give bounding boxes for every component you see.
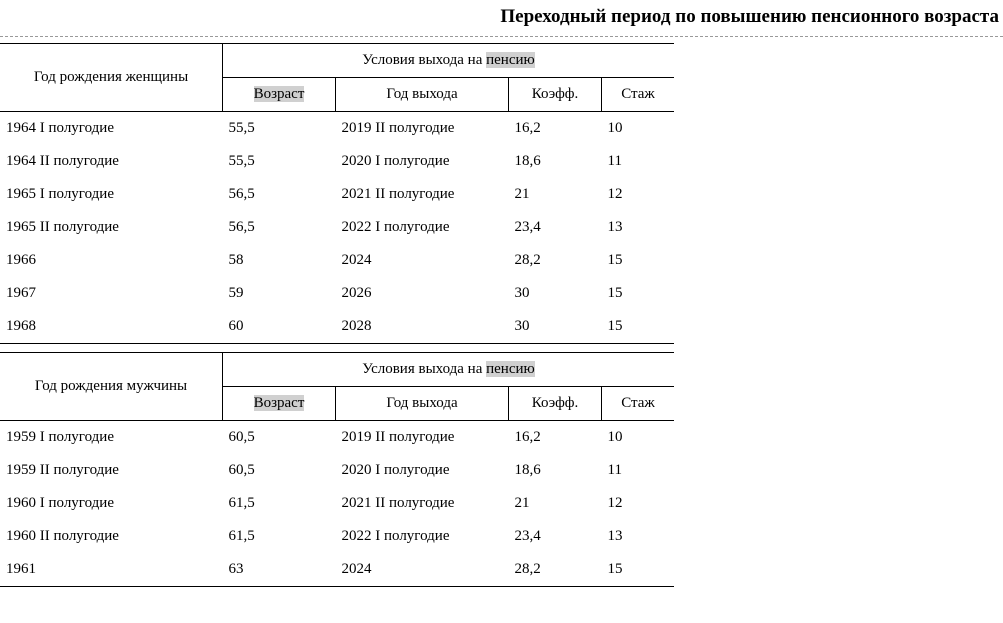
cell-age: 61,5 [223,520,336,553]
cell-birth: 1964 II полугодие [0,145,223,178]
th-year-men: Год выхода [336,387,509,421]
table-row: 1959 II полугодие60,52020 I полугодие18,… [0,454,674,487]
table-women: Год рождения женщины Условия выхода на п… [0,43,674,344]
th-birth-men: Год рождения мужчины [0,353,223,421]
cell-coef: 23,4 [509,211,602,244]
cell-stage: 13 [602,211,675,244]
table-row: 1960 II полугодие61,52022 I полугодие23,… [0,520,674,553]
th-conditions-prefix: Условия выхода на [362,52,486,68]
cell-year: 2019 II полугодие [336,112,509,146]
cell-year: 2020 I полугодие [336,454,509,487]
cell-age: 55,5 [223,112,336,146]
cell-birth: 1961 [0,553,223,587]
cell-stage: 12 [602,487,675,520]
cell-birth: 1966 [0,244,223,277]
cell-year: 2028 [336,310,509,344]
cell-birth: 1965 I полугодие [0,178,223,211]
cell-coef: 18,6 [509,145,602,178]
table-row: 196658202428,215 [0,244,674,277]
cell-stage: 11 [602,145,675,178]
cell-age: 63 [223,553,336,587]
cell-birth: 1968 [0,310,223,344]
table-row: 1964 II полугодие55,52020 I полугодие18,… [0,145,674,178]
cell-age: 56,5 [223,211,336,244]
cell-birth: 1960 I полугодие [0,487,223,520]
cell-age: 61,5 [223,487,336,520]
cell-year: 2021 II полугодие [336,487,509,520]
cell-age: 55,5 [223,145,336,178]
highlight-pension: пенсию [486,52,535,68]
highlight-age: Возраст [254,395,305,411]
cell-year: 2022 I полугодие [336,211,509,244]
cell-age: 56,5 [223,178,336,211]
cell-coef: 23,4 [509,520,602,553]
cell-coef: 28,2 [509,244,602,277]
cell-stage: 12 [602,178,675,211]
cell-stage: 13 [602,520,675,553]
cell-year: 2021 II полугодие [336,178,509,211]
th-conditions-prefix: Условия выхода на [362,361,486,377]
cell-stage: 15 [602,310,675,344]
highlight-pension: пенсию [486,361,535,377]
tbody-men: 1959 I полугодие60,52019 II полугодие16,… [0,421,674,587]
cell-coef: 16,2 [509,112,602,146]
cell-age: 58 [223,244,336,277]
cell-birth: 1965 II полугодие [0,211,223,244]
table-men: Год рождения мужчины Условия выхода на п… [0,352,674,587]
cell-stage: 11 [602,454,675,487]
table-row: 19675920263015 [0,277,674,310]
cell-year: 2020 I полугодие [336,145,509,178]
cell-coef: 21 [509,487,602,520]
th-year-women: Год выхода [336,78,509,112]
cell-birth: 1959 I полугодие [0,421,223,455]
th-age-women: Возраст [223,78,336,112]
cell-coef: 30 [509,277,602,310]
cell-coef: 28,2 [509,553,602,587]
cell-stage: 15 [602,553,675,587]
tbody-women: 1964 I полугодие55,52019 II полугодие16,… [0,112,674,344]
cell-birth: 1967 [0,277,223,310]
cell-year: 2024 [336,553,509,587]
th-birth-women: Год рождения женщины [0,44,223,112]
table-row: 196163202428,215 [0,553,674,587]
table-row: 1959 I полугодие60,52019 II полугодие16,… [0,421,674,455]
cell-stage: 15 [602,277,675,310]
cell-birth: 1959 II полугодие [0,454,223,487]
cell-coef: 30 [509,310,602,344]
cell-year: 2022 I полугодие [336,520,509,553]
cell-age: 60,5 [223,421,336,455]
cell-coef: 16,2 [509,421,602,455]
th-coef-women: Коэфф. [509,78,602,112]
cell-age: 59 [223,277,336,310]
th-conditions-women: Условия выхода на пенсию [223,44,675,78]
page-title: Переходный период по повышению пенсионно… [0,0,1003,37]
cell-stage: 10 [602,421,675,455]
th-conditions-men: Условия выхода на пенсию [223,353,675,387]
cell-year: 2019 II полугодие [336,421,509,455]
table-row: 1965 II полугодие56,52022 I полугодие23,… [0,211,674,244]
th-stage-men: Стаж [602,387,675,421]
cell-age: 60 [223,310,336,344]
cell-stage: 15 [602,244,675,277]
cell-year: 2024 [336,244,509,277]
cell-coef: 21 [509,178,602,211]
cell-stage: 10 [602,112,675,146]
th-stage-women: Стаж [602,78,675,112]
cell-birth: 1964 I полугодие [0,112,223,146]
table-row: 19686020283015 [0,310,674,344]
cell-coef: 18,6 [509,454,602,487]
cell-year: 2026 [336,277,509,310]
cell-age: 60,5 [223,454,336,487]
table-row: 1965 I полугодие56,52021 II полугодие211… [0,178,674,211]
th-age-men: Возраст [223,387,336,421]
table-row: 1964 I полугодие55,52019 II полугодие16,… [0,112,674,146]
highlight-age: Возраст [254,86,305,102]
cell-birth: 1960 II полугодие [0,520,223,553]
th-coef-men: Коэфф. [509,387,602,421]
table-row: 1960 I полугодие61,52021 II полугодие211… [0,487,674,520]
